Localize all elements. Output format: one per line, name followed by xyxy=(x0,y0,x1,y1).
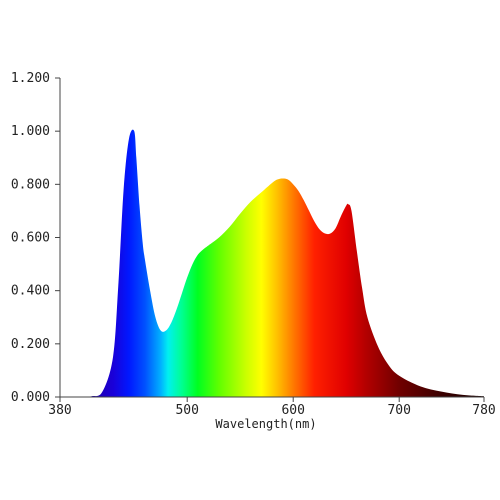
x-tick-label: 600 xyxy=(281,403,304,418)
x-axis-title: Wavelength(nm) xyxy=(215,417,316,431)
y-axis-ticks: 0.000 0.200 0.400 0.600 0.800 1.000 1.200 xyxy=(11,71,60,405)
y-tick-label: 0.400 xyxy=(11,284,50,299)
y-tick-label: 0.000 xyxy=(11,390,50,405)
x-tick-label: 780 xyxy=(472,403,495,418)
spectrum-area xyxy=(81,129,484,397)
x-tick-label: 700 xyxy=(387,403,410,418)
x-axis-ticks: 380 500 600 700 780 xyxy=(48,397,496,418)
x-tick-label: 500 xyxy=(175,403,198,418)
y-tick-label: 0.600 xyxy=(11,231,50,246)
y-tick-label: 1.000 xyxy=(11,124,50,139)
y-tick-label: 0.800 xyxy=(11,177,50,192)
y-tick-label: 0.200 xyxy=(11,337,50,352)
y-tick-label: 1.200 xyxy=(11,71,50,86)
x-tick-label: 380 xyxy=(48,403,71,418)
plot-area xyxy=(81,129,484,397)
